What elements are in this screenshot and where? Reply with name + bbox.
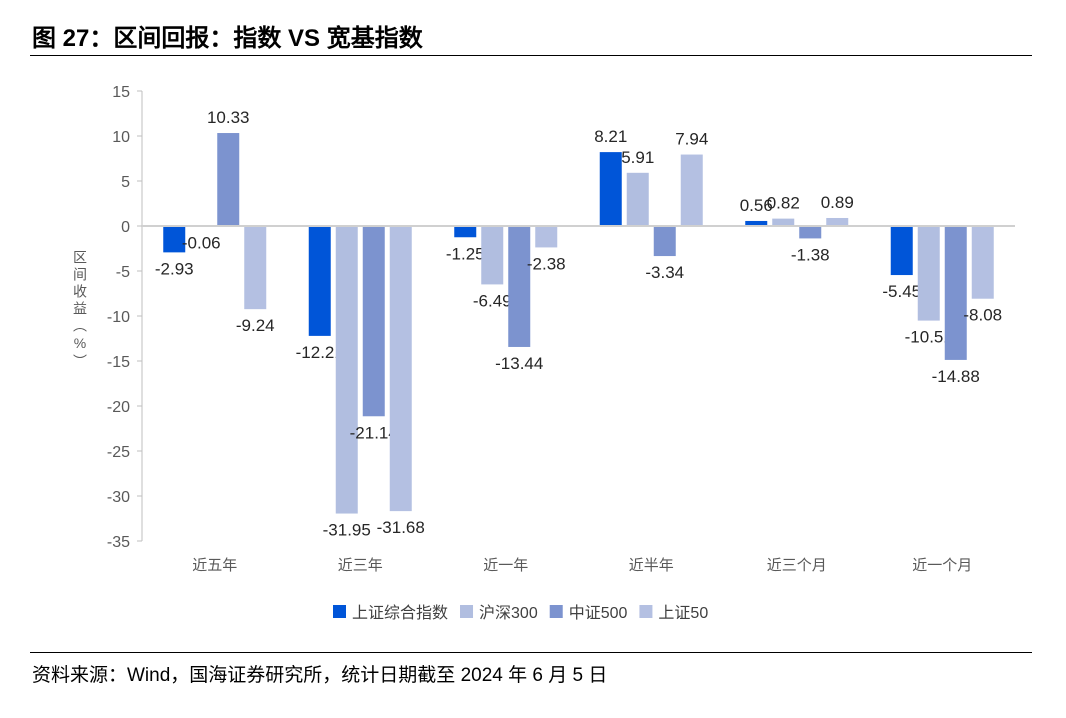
legend-label: 沪深300 [479, 604, 538, 622]
data-label: -6.49 [473, 291, 512, 310]
bar [626, 172, 649, 226]
y-tick-label: -15 [107, 354, 130, 371]
legend-swatch [333, 605, 346, 618]
top-rule [30, 55, 1032, 56]
data-label: 0.89 [821, 193, 854, 212]
bar [481, 226, 504, 285]
bar [599, 152, 622, 226]
y-tick-label: 10 [112, 129, 130, 146]
data-label: -31.68 [377, 518, 425, 537]
data-label: -10.51 [905, 328, 953, 347]
legend-swatch [460, 605, 474, 618]
y-tick-label: -10 [107, 309, 130, 326]
x-tick-label: 近半年 [629, 557, 674, 574]
y-tick-label: 0 [121, 219, 130, 236]
bottom-rule [30, 652, 1032, 653]
data-label: 7.94 [675, 130, 708, 149]
y-tick-label: -5 [116, 264, 130, 281]
y-tick-label: -30 [107, 489, 130, 506]
data-label: -9.24 [236, 316, 275, 335]
bar [244, 226, 267, 310]
data-label: -14.88 [932, 367, 980, 386]
legend-swatch [549, 605, 563, 618]
x-tick-label: 近三年 [338, 557, 383, 574]
bar [454, 226, 477, 238]
bar [917, 226, 940, 321]
bar [308, 226, 331, 336]
y-tick-label: -20 [107, 399, 130, 416]
bar [653, 226, 676, 257]
bar [971, 226, 994, 299]
data-label: 5.91 [621, 148, 654, 167]
data-label: -2.38 [527, 254, 566, 273]
x-tick-label: 近五年 [192, 557, 237, 574]
data-label: -2.93 [155, 259, 194, 278]
source-note: 资料来源：Wind，国海证券研究所，统计日期截至 2024 年 6 月 5 日 [32, 665, 608, 686]
data-label: 0.82 [767, 194, 800, 213]
y-tick-label: -25 [107, 444, 130, 461]
legend-label: 中证500 [569, 604, 628, 622]
data-label: -1.38 [791, 245, 830, 264]
data-label: -5.45 [882, 282, 921, 301]
figure-title: 图 27：区间回报：指数 VS 宽基指数 [32, 25, 423, 52]
bar [217, 133, 240, 226]
data-label: -8.08 [963, 306, 1002, 325]
data-label: -31.95 [323, 521, 371, 540]
bar [745, 220, 768, 226]
data-label: 10.33 [207, 108, 250, 127]
y-tick-label: 5 [121, 174, 130, 191]
bar [826, 217, 849, 226]
y-tick-label: 15 [112, 84, 130, 101]
bar [799, 226, 822, 239]
bar [335, 226, 358, 514]
bar [680, 154, 703, 226]
bar [944, 226, 967, 360]
legend-swatch [639, 605, 653, 618]
bar [389, 226, 412, 512]
data-label: -0.06 [182, 234, 221, 253]
x-tick-label: 近一个月 [912, 557, 972, 574]
data-label: -21.14 [350, 423, 398, 442]
legend-label: 上证50 [658, 604, 708, 622]
data-label: -1.25 [446, 244, 485, 263]
bar [890, 226, 913, 276]
bar [535, 226, 558, 248]
legend-label: 上证综合指数 [352, 604, 448, 622]
y-tick-label: -35 [107, 534, 130, 551]
data-label: 0.56 [740, 196, 773, 215]
data-label: -13.44 [495, 354, 543, 373]
bar [508, 226, 531, 347]
bar [163, 226, 186, 253]
x-tick-label: 近三个月 [767, 557, 827, 574]
y-axis-label: 区间收益（%） [72, 250, 88, 371]
bar [362, 226, 385, 417]
data-label: 8.21 [594, 127, 627, 146]
data-label: -3.34 [645, 263, 684, 282]
bar [772, 218, 795, 226]
x-tick-label: 近一年 [483, 557, 528, 574]
data-label: -12.21 [296, 343, 344, 362]
